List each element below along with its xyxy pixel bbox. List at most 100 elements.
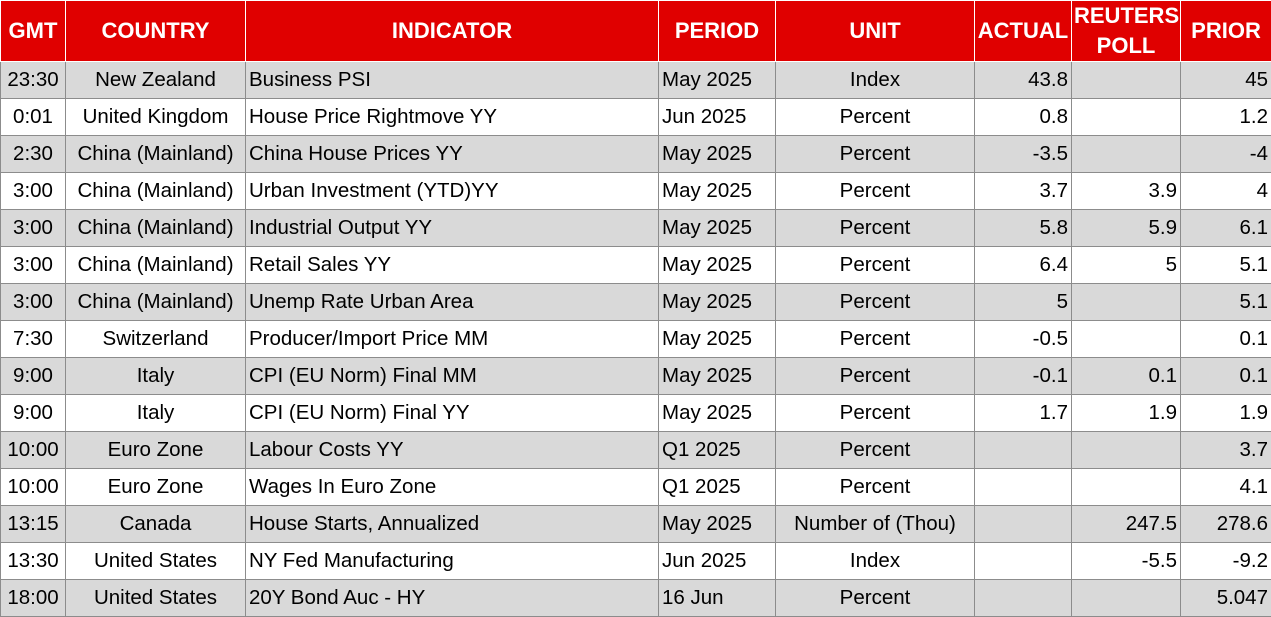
table-row: 3:00 China (Mainland) Industrial Output YY…	[0, 209, 1271, 247]
cell-gmt: 9:00	[0, 357, 66, 395]
cell-reuters-poll	[1071, 431, 1181, 469]
cell-actual	[974, 579, 1072, 617]
cell-reuters-poll: 1.9	[1071, 394, 1181, 432]
cell-indicator: NY Fed Manufacturing	[245, 542, 659, 580]
cell-unit: Percent	[775, 468, 975, 506]
table-row: 13:15 Canada House Starts, Annualized May 2…	[0, 505, 1271, 543]
header-indicator: INDICATOR	[245, 0, 659, 62]
cell-country: China (Mainland)	[65, 209, 246, 247]
table-row: 10:00 Euro Zone Labour Costs YY Q1 2025 Perc…	[0, 431, 1271, 469]
cell-actual: -0.1	[974, 357, 1072, 395]
cell-indicator: Producer/Import Price MM	[245, 320, 659, 358]
header-country: COUNTRY	[65, 0, 246, 62]
cell-period: May 2025	[658, 172, 776, 210]
table-row: 9:00 Italy CPI (EU Norm) Final YY May 2025 P…	[0, 394, 1271, 432]
cell-gmt: 0:01	[0, 98, 66, 136]
cell-period: 16 Jun	[658, 579, 776, 617]
cell-actual: -3.5	[974, 135, 1072, 173]
cell-period: May 2025	[658, 357, 776, 395]
cell-period: May 2025	[658, 283, 776, 321]
cell-country: United Kingdom	[65, 98, 246, 136]
cell-unit: Percent	[775, 579, 975, 617]
cell-gmt: 3:00	[0, 172, 66, 210]
cell-period: May 2025	[658, 505, 776, 543]
cell-prior: 3.7	[1180, 431, 1271, 469]
cell-period: May 2025	[658, 135, 776, 173]
header-reuters-poll: REUTERS POLL	[1071, 0, 1181, 62]
cell-actual: 0.8	[974, 98, 1072, 136]
cell-unit: Percent	[775, 135, 975, 173]
cell-unit: Percent	[775, 172, 975, 210]
cell-unit: Percent	[775, 320, 975, 358]
header-actual: ACTUAL	[974, 0, 1072, 62]
cell-prior: 5.1	[1180, 246, 1271, 284]
header-unit: UNIT	[775, 0, 975, 62]
cell-gmt: 3:00	[0, 283, 66, 321]
table-row: 9:00 Italy CPI (EU Norm) Final MM May 2025 P…	[0, 357, 1271, 395]
cell-unit: Number of (Thou)	[775, 505, 975, 543]
cell-gmt: 23:30	[0, 61, 66, 99]
cell-actual: 6.4	[974, 246, 1072, 284]
cell-reuters-poll: 0.1	[1071, 357, 1181, 395]
cell-unit: Percent	[775, 98, 975, 136]
cell-country: China (Mainland)	[65, 283, 246, 321]
cell-reuters-poll	[1071, 98, 1181, 136]
cell-actual	[974, 542, 1072, 580]
header-reuters-poll-line2: POLL	[1096, 33, 1156, 58]
header-row: GMT COUNTRY INDICATOR PERIOD UNIT ACTUAL…	[0, 0, 1271, 62]
cell-prior: 45	[1180, 61, 1271, 99]
table-row: 18:00 United States 20Y Bond Auc - HY 16 Ju…	[0, 579, 1271, 617]
cell-country: New Zealand	[65, 61, 246, 99]
cell-gmt: 3:00	[0, 209, 66, 247]
cell-unit: Index	[775, 542, 975, 580]
cell-indicator: 20Y Bond Auc - HY	[245, 579, 659, 617]
cell-indicator: Retail Sales YY	[245, 246, 659, 284]
cell-period: May 2025	[658, 246, 776, 284]
cell-prior: 0.1	[1180, 320, 1271, 358]
cell-prior: 5.047	[1180, 579, 1271, 617]
cell-actual: 5	[974, 283, 1072, 321]
cell-indicator: Unemp Rate Urban Area	[245, 283, 659, 321]
cell-unit: Percent	[775, 209, 975, 247]
cell-country: Euro Zone	[65, 468, 246, 506]
table-row: 3:00 China (Mainland) Urban Investment (YT…	[0, 172, 1271, 210]
cell-gmt: 7:30	[0, 320, 66, 358]
cell-actual: -0.5	[974, 320, 1072, 358]
header-prior: PRIOR	[1180, 0, 1271, 62]
cell-period: May 2025	[658, 320, 776, 358]
cell-indicator: Business PSI	[245, 61, 659, 99]
cell-indicator: House Starts, Annualized	[245, 505, 659, 543]
cell-indicator: Wages In Euro Zone	[245, 468, 659, 506]
cell-prior: 4.1	[1180, 468, 1271, 506]
cell-country: China (Mainland)	[65, 246, 246, 284]
cell-period: May 2025	[658, 209, 776, 247]
cell-gmt: 13:30	[0, 542, 66, 580]
cell-country: Italy	[65, 357, 246, 395]
cell-unit: Percent	[775, 283, 975, 321]
cell-period: May 2025	[658, 394, 776, 432]
cell-period: Jun 2025	[658, 542, 776, 580]
cell-reuters-poll: 5	[1071, 246, 1181, 284]
table-row: 3:00 China (Mainland) Unemp Rate Urban Are…	[0, 283, 1271, 321]
cell-prior: -4	[1180, 135, 1271, 173]
cell-actual: 1.7	[974, 394, 1072, 432]
cell-period: Q1 2025	[658, 431, 776, 469]
cell-indicator: Industrial Output YY	[245, 209, 659, 247]
cell-actual: 5.8	[974, 209, 1072, 247]
header-reuters-poll-line1: REUTERS	[1074, 3, 1180, 28]
cell-actual	[974, 505, 1072, 543]
cell-reuters-poll	[1071, 579, 1181, 617]
header-gmt: GMT	[0, 0, 66, 62]
cell-prior: 5.1	[1180, 283, 1271, 321]
cell-prior: 6.1	[1180, 209, 1271, 247]
cell-gmt: 3:00	[0, 246, 66, 284]
cell-country: Euro Zone	[65, 431, 246, 469]
table-row: 0:01 United Kingdom House Price Rightmove …	[0, 98, 1271, 136]
table-row: 13:30 United States NY Fed Manufacturing Ju…	[0, 542, 1271, 580]
table-row: 3:00 China (Mainland) Retail Sales YY May 2…	[0, 246, 1271, 284]
cell-actual: 3.7	[974, 172, 1072, 210]
cell-country: China (Mainland)	[65, 172, 246, 210]
cell-prior: 1.2	[1180, 98, 1271, 136]
cell-actual	[974, 431, 1072, 469]
